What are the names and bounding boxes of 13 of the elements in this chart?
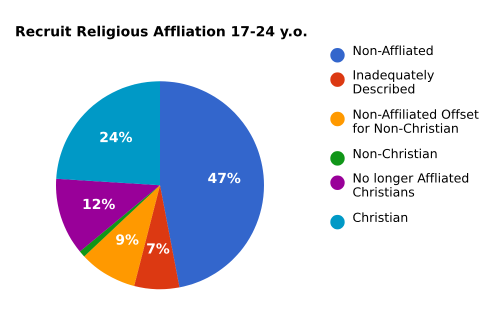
legend-label: Non-Affiliated Offset for Non-Christian — [352, 109, 479, 133]
data-label: 24% — [100, 132, 132, 142]
data-label: 7% — [147, 243, 170, 254]
legend-label: Inadequately Described — [354, 70, 434, 94]
data-label: 47% — [208, 172, 240, 184]
legend-label: Christian — [353, 212, 408, 222]
legend-label: No longer Affliated Christians — [353, 173, 468, 197]
legend-label: Non-Christian — [354, 148, 437, 158]
legend-label: Non-Affliated — [354, 46, 433, 56]
data-label: 12% — [84, 198, 115, 210]
pie-slice — [56, 81, 160, 186]
data-label: 9% — [116, 234, 139, 245]
chart-title: Recruit Religious Affliation 17-24 y.o. — [16, 26, 306, 40]
